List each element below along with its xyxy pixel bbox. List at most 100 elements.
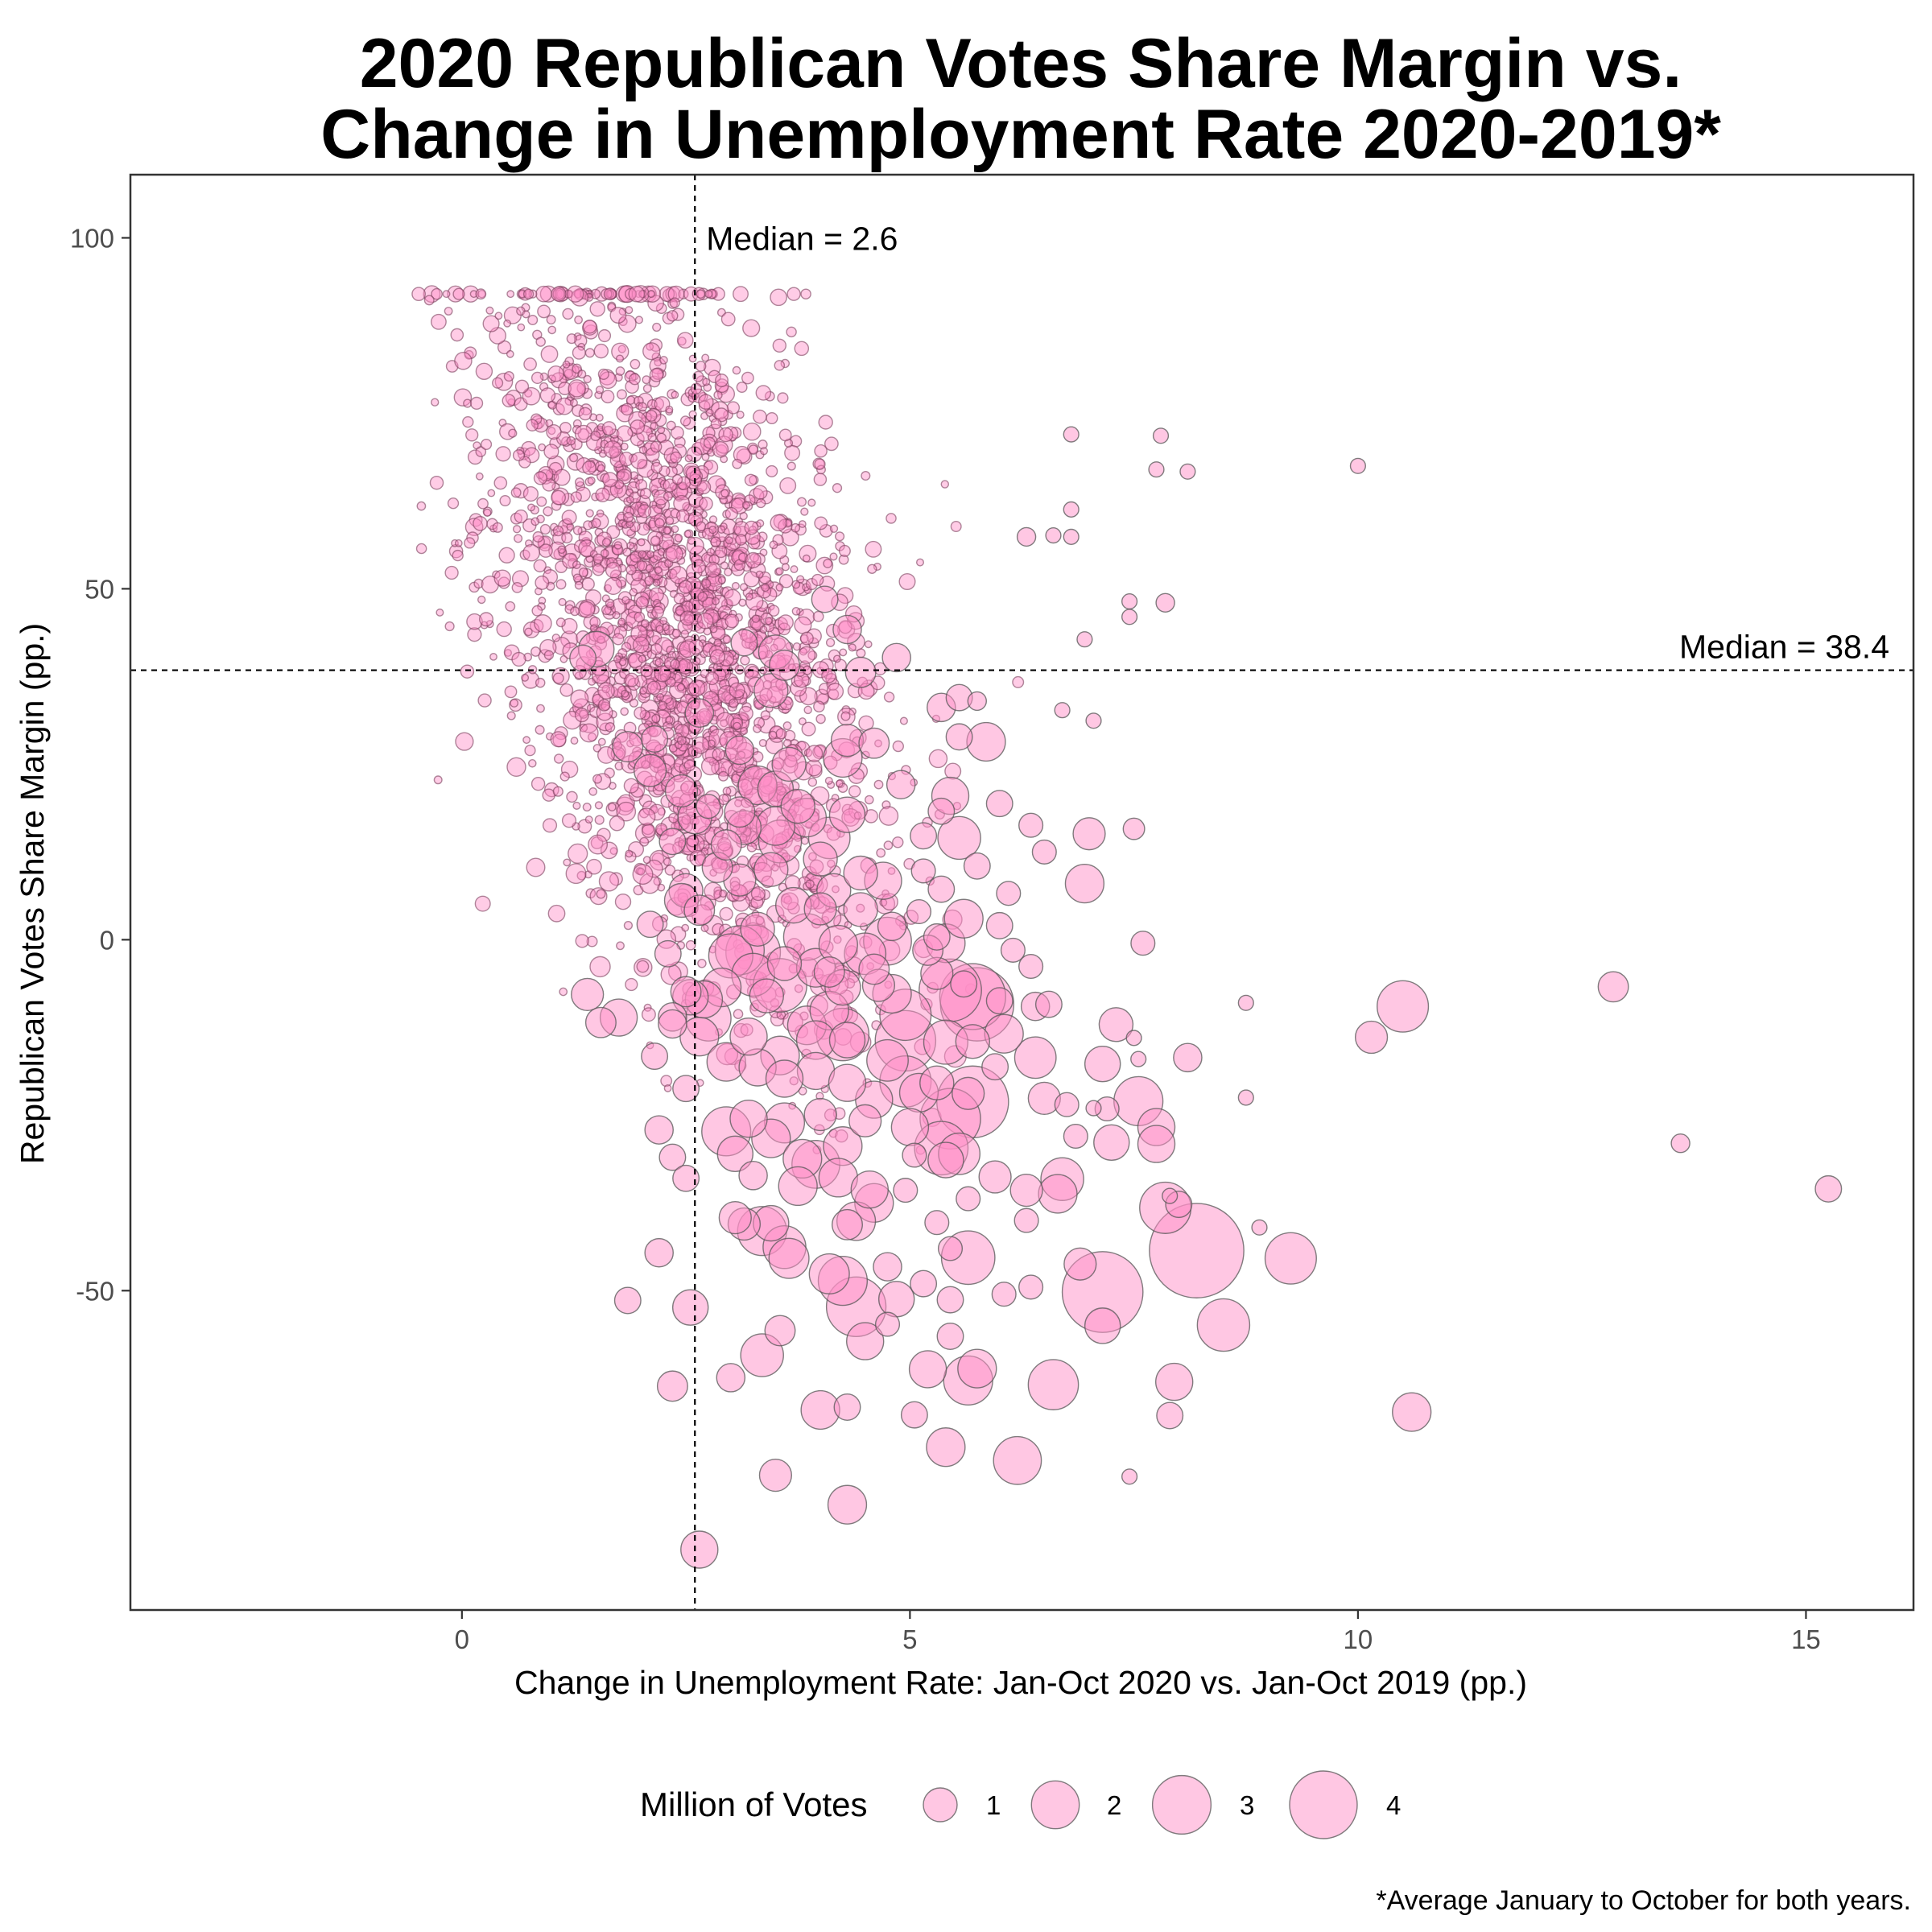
scatter-point-small	[670, 451, 683, 464]
scatter-point-small	[555, 397, 574, 415]
scatter-point	[729, 1099, 768, 1138]
scatter-point-small	[745, 592, 753, 601]
scatter-point-small	[546, 315, 556, 325]
scatter-point-small	[700, 757, 720, 776]
scatter-point-small	[724, 568, 733, 576]
scatter-point-small	[572, 404, 584, 417]
scatter-point	[1130, 1051, 1147, 1067]
scatter-point-small	[555, 579, 567, 590]
scatter-point-small	[700, 924, 709, 932]
scatter-point-small	[558, 382, 572, 395]
scatter-point	[1063, 1247, 1097, 1281]
scatter-point-small	[738, 705, 753, 721]
scatter-point	[811, 585, 839, 613]
scatter-point-small	[715, 484, 731, 500]
scatter-point	[1018, 953, 1044, 980]
scatter-point	[1000, 937, 1026, 963]
scatter-point	[740, 911, 775, 947]
scatter-point-small	[572, 560, 581, 569]
scatter-point	[845, 1322, 885, 1360]
scatter-point	[644, 1115, 674, 1145]
scatter-point-small	[727, 712, 743, 729]
scatter-point-small	[543, 650, 555, 660]
scatter-point	[636, 910, 664, 939]
scatter-point	[1196, 1298, 1251, 1352]
scatter-point-small	[462, 416, 474, 428]
scatter-point-small	[478, 612, 494, 627]
scatter-point-small	[565, 863, 587, 885]
scatter-point-small	[825, 638, 836, 647]
scatter-point	[803, 1097, 837, 1132]
scatter-point-small	[617, 617, 626, 626]
reference-lines: Median = 2.6 Median = 38.4	[130, 175, 1913, 1610]
scatter-point	[1251, 1219, 1268, 1236]
scatter-point-small	[572, 801, 581, 810]
scatter-point-small	[605, 561, 622, 579]
scatter-point	[766, 946, 803, 981]
scatter-point	[967, 691, 988, 712]
scatter-point	[764, 1315, 796, 1347]
scatter-point-small	[523, 357, 537, 371]
scatter-point-small	[512, 449, 525, 462]
scatter-point-small	[559, 987, 568, 997]
scatter-point-small	[724, 613, 740, 629]
scatter-point-small	[736, 382, 748, 394]
scatter-point-small	[637, 807, 656, 826]
scatter-point-small	[716, 385, 736, 403]
scatter-point-small	[597, 464, 605, 473]
scatter-point-small	[578, 601, 596, 618]
scatter-point-small	[601, 684, 610, 694]
scatter-point-small	[708, 525, 717, 535]
scatter-point-small	[570, 491, 582, 503]
scatter-point-small	[625, 849, 634, 858]
scatter-point-small	[741, 501, 750, 510]
scatter-point-small	[561, 813, 577, 828]
scatter-point-small	[603, 440, 622, 459]
legend-title: Million of Votes	[640, 1785, 867, 1823]
scatter-point-small	[511, 651, 526, 667]
scatter-point-small	[493, 569, 511, 587]
scatter-point-small	[489, 652, 497, 661]
scatter-point-small	[609, 872, 623, 886]
scatter-point	[672, 1164, 700, 1192]
scatter-point	[873, 1252, 902, 1282]
scatter-point-small	[656, 693, 664, 701]
scatter-point-small	[642, 824, 656, 838]
scatter-point-small	[625, 495, 634, 504]
scatter-point-small	[768, 730, 778, 740]
scatter-point-small	[802, 554, 811, 563]
scatter-point	[927, 1141, 964, 1179]
scatter-point	[1122, 817, 1146, 840]
scatter-point-small	[559, 683, 574, 697]
scatter-point-small	[482, 315, 500, 332]
scatter-point-small	[697, 592, 708, 602]
scatter-point-small	[579, 723, 599, 743]
median-x-label: Median = 2.6	[706, 220, 898, 257]
scatter-point	[1063, 501, 1080, 518]
scatter-point-small	[832, 483, 843, 493]
scatter-point	[753, 673, 789, 708]
scatter-point	[1063, 528, 1080, 545]
scatter-point-small	[702, 378, 711, 386]
scatter-point-small	[792, 642, 802, 651]
legend-key-circle	[1151, 1774, 1212, 1835]
scatter-point-small	[708, 369, 721, 383]
scatter-point	[672, 1075, 700, 1103]
scatter-point-small	[630, 419, 646, 435]
scatter-point-small	[741, 371, 754, 385]
scatter-point	[906, 898, 932, 925]
scatter-point-small	[535, 677, 546, 688]
scatter-point	[1237, 994, 1254, 1011]
scatter-point-small	[670, 426, 684, 440]
scatter-point	[886, 770, 916, 799]
scatter-point-small	[628, 285, 646, 303]
scatter-point-small	[766, 464, 778, 477]
x-tick-label: 5	[902, 1624, 917, 1654]
scatter-point-small	[683, 613, 694, 624]
scatter-point-small	[679, 610, 696, 626]
scatter-point-small	[883, 840, 894, 850]
scatter-point-small	[775, 583, 784, 592]
scatter-point	[680, 1530, 719, 1569]
scatter-point-small	[715, 374, 729, 387]
scatter-point-small	[517, 323, 526, 332]
